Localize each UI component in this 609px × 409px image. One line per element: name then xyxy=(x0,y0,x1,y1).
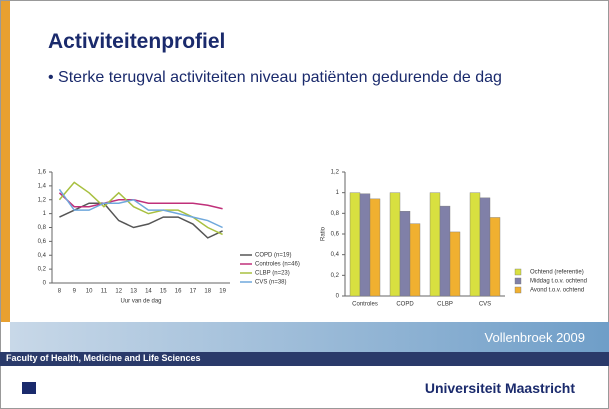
x-axis-label: Uur van de dag xyxy=(120,299,161,305)
university: Universiteit Maastricht xyxy=(424,380,575,396)
bar xyxy=(429,192,441,297)
charts: 00,20,40,60,811,21,41,68 9 10 11 12 13 14 15 16 1… xyxy=(38,170,587,308)
bar xyxy=(469,192,481,297)
x-tick-label: CVS xyxy=(479,302,491,308)
y-tick-label: 1,6 xyxy=(38,170,47,176)
legend-label: Avond t.o.v. ochtend xyxy=(530,288,584,294)
y-axis-label: Ratio xyxy=(321,226,327,241)
bar xyxy=(489,217,501,297)
y-tick-label: 0 xyxy=(336,294,340,300)
faculty-band xyxy=(0,352,609,366)
y-tick-label: 0,2 xyxy=(38,267,47,273)
bullet-text: Sterke terugval activiteiten niveau pati… xyxy=(58,69,502,86)
bar xyxy=(349,192,361,297)
x-tick-label: 18 xyxy=(204,289,211,295)
y-tick-label: 0,6 xyxy=(331,232,340,238)
line-series xyxy=(58,188,223,229)
x-tick-label: 13 xyxy=(130,289,137,295)
y-tick-label: 0,8 xyxy=(331,211,340,217)
faculty: Faculty of Health, Medicine and Life Sci… xyxy=(6,353,201,363)
bullet: • Sterke terugval activiteiten niveau pa… xyxy=(48,69,502,86)
y-tick-label: 1,4 xyxy=(38,183,47,189)
logo xyxy=(22,382,36,394)
x-tick-label: 14 xyxy=(145,289,152,295)
y-tick-label: 1,2 xyxy=(331,170,340,176)
bar xyxy=(449,231,461,297)
photo-band xyxy=(10,322,609,352)
legend-swatch xyxy=(514,268,522,276)
bar xyxy=(359,193,371,297)
legend-swatch xyxy=(514,277,522,285)
bar xyxy=(399,211,411,297)
legend-label: Controles (n=46) xyxy=(255,262,300,268)
bar xyxy=(369,198,381,297)
bar xyxy=(479,197,491,297)
citation: Vollenbroek 2009 xyxy=(484,330,585,345)
x-tick-label: 12 xyxy=(115,289,122,295)
y-tick-label: 1 xyxy=(43,211,47,217)
y-tick-label: 0 xyxy=(43,281,47,287)
bar xyxy=(389,192,401,297)
legend-label: COPD (n=19) xyxy=(255,253,292,259)
y-tick-label: 0,8 xyxy=(38,225,47,231)
legend-label: Ochtend (referentie) xyxy=(530,270,584,276)
legend-label: CLBP (n=23) xyxy=(255,271,290,277)
y-tick-label: 0,4 xyxy=(331,252,340,258)
y-tick-label: 1,2 xyxy=(38,197,47,203)
x-tick-label: 10 xyxy=(86,289,93,295)
x-tick-label: 9 xyxy=(73,289,77,295)
legend-swatch xyxy=(514,286,522,294)
x-tick-label: 8 xyxy=(58,289,62,295)
legend-label: CVS (n=38) xyxy=(255,280,287,286)
bar xyxy=(439,205,451,297)
line-series xyxy=(59,202,223,239)
legend-label: Middag t.o.v. ochtend xyxy=(530,279,587,285)
y-tick-label: 0,2 xyxy=(331,273,340,279)
x-tick-label: 15 xyxy=(160,289,167,295)
accent-bar xyxy=(0,0,10,322)
line-series xyxy=(58,192,223,210)
slide-title: Activiteitenprofiel xyxy=(48,30,226,53)
x-tick-label: 11 xyxy=(101,289,108,295)
x-tick-label: 16 xyxy=(175,289,182,295)
x-tick-label: COPD xyxy=(396,302,414,308)
x-tick-label: CLBP xyxy=(437,302,453,308)
y-tick-label: 0,6 xyxy=(38,239,47,245)
x-tick-label: 17 xyxy=(190,289,197,295)
y-tick-label: 1 xyxy=(336,190,340,196)
bar xyxy=(409,223,421,297)
x-tick-label: 19 xyxy=(219,289,226,295)
line-series xyxy=(58,181,223,236)
y-tick-label: 0,4 xyxy=(38,253,47,259)
x-tick-label: Controles xyxy=(352,302,378,308)
